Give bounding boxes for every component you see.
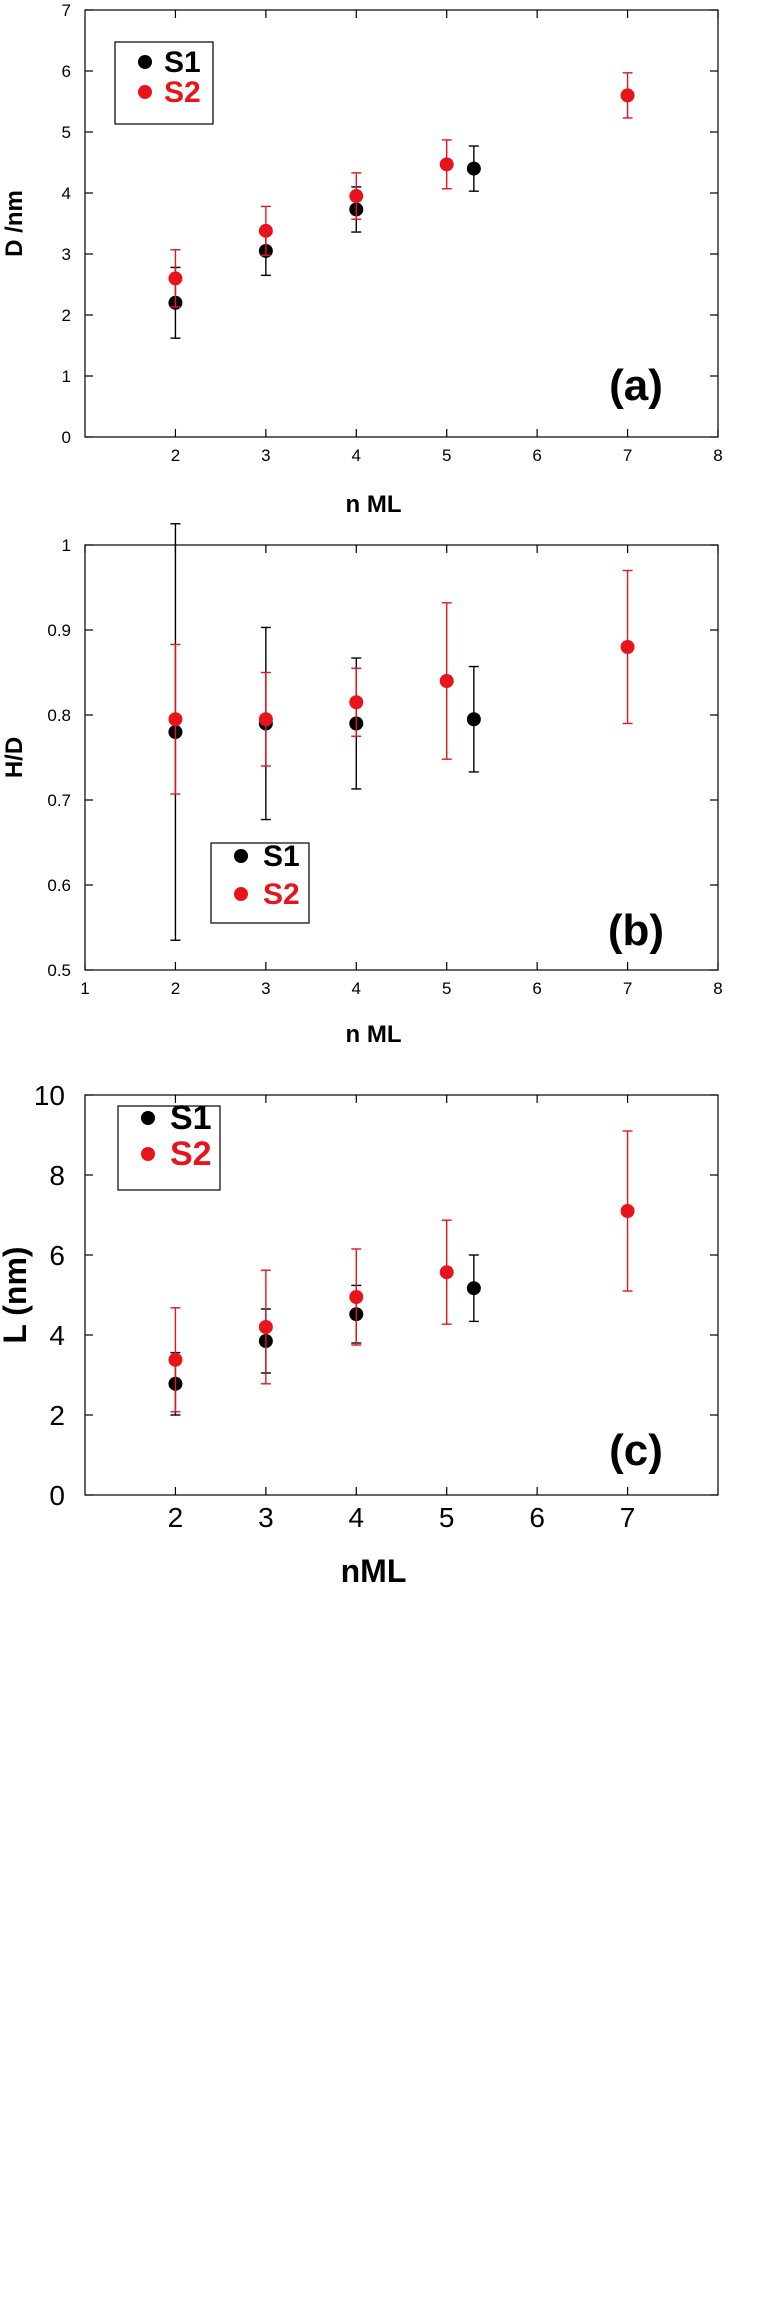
y-tick-label: 0.7 [47, 791, 71, 810]
y-tick-label: 6 [49, 1240, 65, 1271]
x-tick-label: 8 [713, 446, 722, 465]
legend-label: S2 [170, 1135, 212, 1173]
data-point [439, 674, 454, 688]
data-point [620, 640, 635, 654]
data-point [168, 712, 183, 727]
y-tick-label: 4 [62, 184, 71, 203]
data-point [349, 189, 364, 204]
data-point [620, 88, 635, 103]
x-tick-label: 1 [80, 979, 89, 998]
y-tick-label: 6 [62, 62, 71, 81]
legend-marker [141, 1147, 155, 1161]
x-tick-label: 3 [258, 1502, 274, 1533]
x-tick-label: 4 [352, 979, 361, 998]
x-tick-label: 7 [623, 979, 632, 998]
x-tick-label: 6 [532, 979, 541, 998]
x-tick-label: 5 [439, 1502, 455, 1533]
x-tick-label: 8 [713, 979, 722, 998]
legend-box [210, 842, 310, 924]
data-point [466, 1281, 481, 1296]
y-tick-label: 1 [62, 536, 71, 555]
plot-frame [84, 9, 719, 438]
y-tick-label: 4 [49, 1320, 65, 1351]
data-point [258, 712, 273, 727]
y-tick-label: 7 [62, 1, 71, 20]
y-tick-label: 1 [62, 367, 71, 386]
legend-box [114, 41, 214, 125]
series-s2 [168, 72, 635, 308]
y-axis-label: L (nm) [0, 1246, 33, 1343]
legend-label: S1 [170, 1099, 212, 1137]
legend-box [117, 1105, 221, 1191]
legend-marker [234, 887, 248, 901]
x-tick-label: 7 [623, 446, 632, 465]
legend-marker [234, 849, 248, 863]
x-axis-label: n ML [346, 491, 402, 518]
legend-label: S1 [164, 46, 201, 79]
y-tick-label: 0.5 [47, 961, 71, 980]
y-tick-label: 2 [49, 1400, 65, 1431]
panel-label: (c) [609, 1426, 663, 1475]
data-point [168, 1352, 183, 1367]
legend-label: S2 [263, 878, 300, 911]
y-axis-label: D /nm [1, 190, 28, 257]
y-tick-label: 8 [49, 1160, 65, 1191]
y-tick-label: 3 [62, 245, 71, 264]
x-tick-label: 7 [620, 1502, 636, 1533]
x-axis-label: nML [341, 1553, 407, 1589]
x-tick-label: 2 [171, 446, 180, 465]
plot-frame [84, 544, 719, 971]
data-point [439, 1265, 454, 1280]
data-point [349, 1290, 364, 1304]
x-tick-label: 3 [261, 979, 270, 998]
data-point [258, 223, 273, 238]
y-tick-label: 10 [34, 1080, 65, 1111]
y-axis-label: H/D [1, 737, 28, 778]
y-tick-label: 0 [62, 428, 71, 447]
x-tick-label: 5 [442, 446, 451, 465]
x-tick-label: 6 [529, 1502, 545, 1533]
legend-marker [138, 85, 152, 99]
data-point [466, 161, 481, 176]
x-tick-label: 4 [348, 1502, 364, 1533]
legend-label: S1 [263, 840, 300, 873]
legend-marker [138, 55, 152, 69]
legend-marker [141, 1111, 155, 1125]
x-tick-label: 2 [171, 979, 180, 998]
y-tick-label: 0.8 [47, 706, 71, 725]
data-point [349, 695, 364, 710]
data-point [466, 712, 481, 727]
plot-frame [84, 1094, 719, 1496]
y-tick-label: 0 [49, 1480, 65, 1511]
x-axis-label: n ML [346, 1021, 402, 1048]
series-s2 [168, 569, 635, 795]
series-s2 [168, 1130, 635, 1413]
panel-label: (a) [609, 361, 663, 410]
series-s1 [168, 145, 481, 339]
data-point [168, 271, 183, 286]
panel-label: (b) [608, 906, 664, 955]
x-tick-label: 3 [261, 446, 270, 465]
y-tick-label: 0.6 [47, 876, 71, 895]
legend-label: S2 [164, 76, 201, 109]
x-tick-label: 4 [352, 446, 361, 465]
data-point [439, 157, 454, 172]
x-tick-label: 5 [442, 979, 451, 998]
x-tick-label: 6 [532, 446, 541, 465]
y-tick-label: 5 [62, 123, 71, 142]
y-tick-label: 0.9 [47, 621, 71, 640]
series-s1 [168, 1254, 481, 1416]
data-point [620, 1204, 635, 1218]
y-tick-label: 2 [62, 306, 71, 325]
data-point [258, 1320, 273, 1334]
x-tick-label: 2 [168, 1502, 184, 1533]
